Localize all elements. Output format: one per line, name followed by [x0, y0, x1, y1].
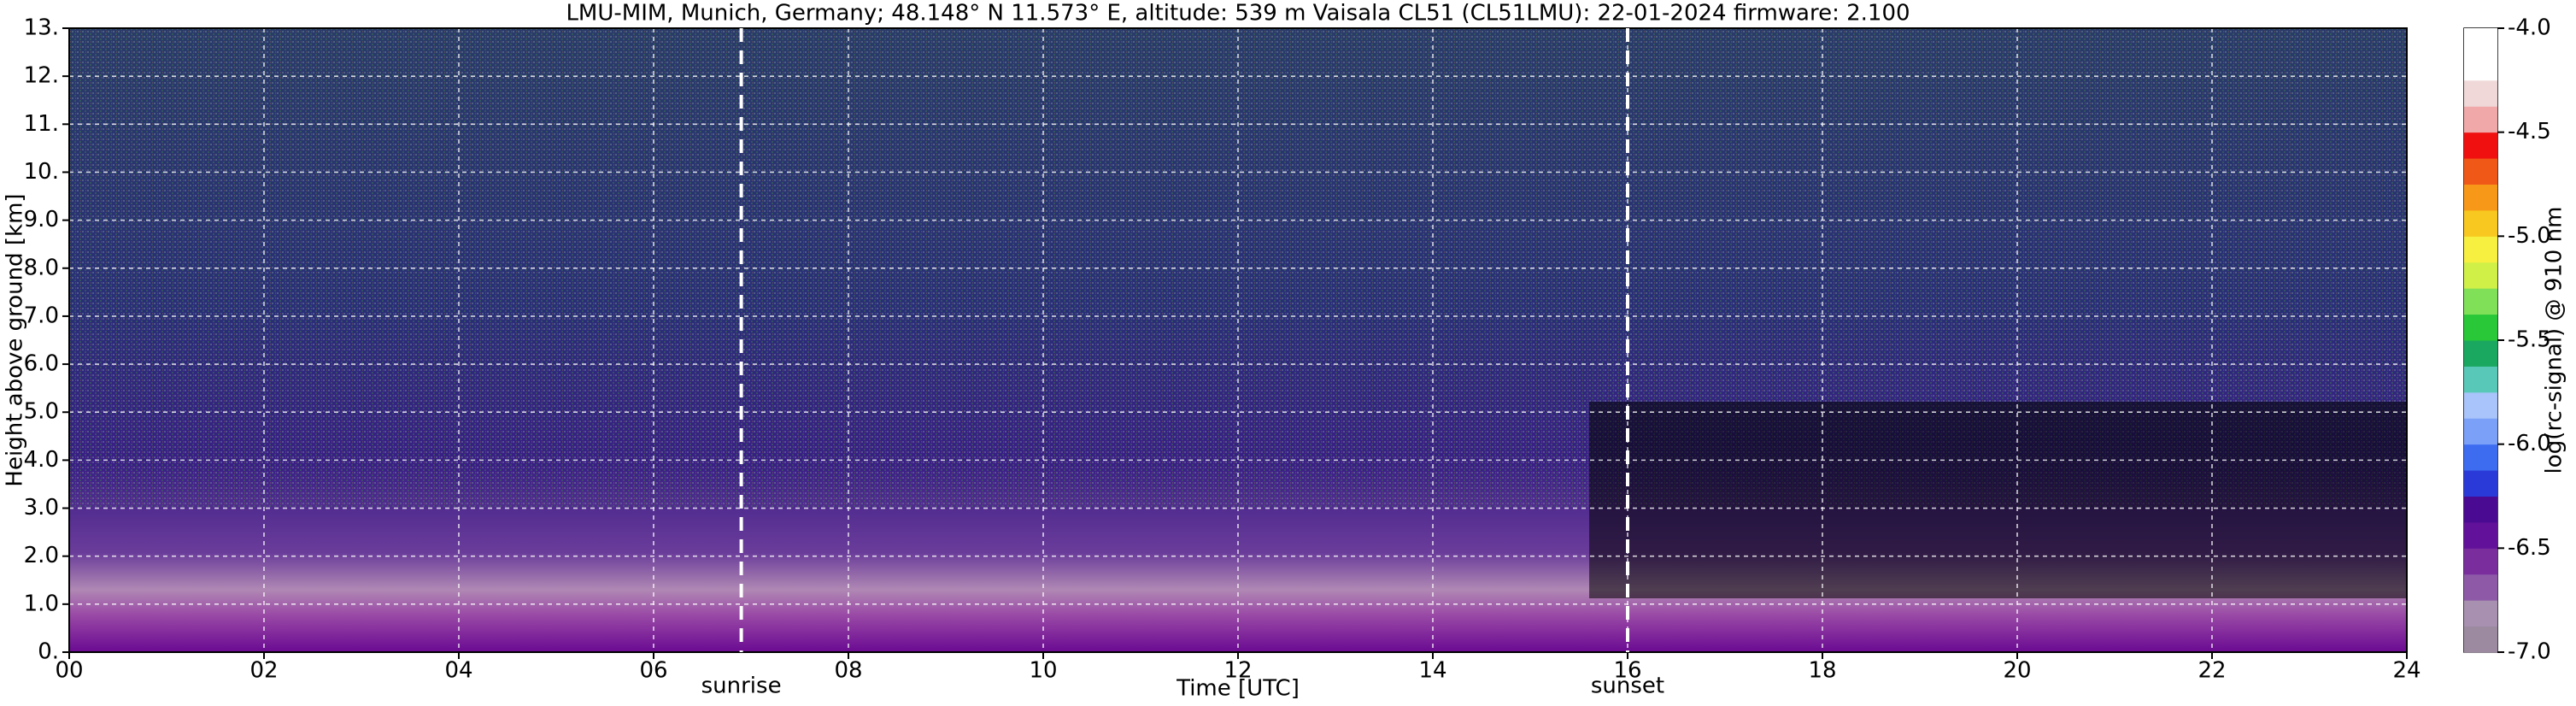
colorbar-segment: [2464, 444, 2497, 471]
x-tick-label: 16: [1613, 658, 1641, 684]
colorbar-label: log(rc-signal) @ 910 nm: [2542, 207, 2567, 474]
y-tick-label: 2.0: [24, 543, 59, 568]
y-tick-label: 4.0: [24, 447, 59, 473]
y-tick-label: 0.: [38, 639, 59, 665]
colorbar-segment: [2464, 418, 2497, 445]
colorbar-segment: [2464, 209, 2497, 237]
colorbar-segment: [2464, 158, 2497, 185]
y-tick-label: 6.0: [24, 351, 59, 377]
x-tick-label: 06: [639, 658, 667, 684]
colorbar-segment: [2464, 391, 2497, 419]
annotation-label: sunset: [1591, 674, 1664, 699]
chart-title: LMU-MIM, Munich, Germany; 48.148° N 11.5…: [566, 1, 1910, 26]
y-tick-label: 12.: [24, 63, 59, 89]
y-tick-label: 11.: [24, 111, 59, 137]
colorbar-tick-label: -5.0: [2508, 223, 2551, 249]
y-axis-label: Height above ground [km]: [3, 193, 28, 486]
colorbar-tick-label: -6.5: [2508, 535, 2551, 561]
x-tick-label: 24: [2392, 658, 2421, 684]
x-tick-label: 18: [1808, 658, 1836, 684]
colorbar-segment: [2464, 132, 2497, 159]
colorbar-segment: [2464, 106, 2497, 133]
colorbar-segment: [2464, 236, 2497, 263]
colorbar-segment: [2464, 574, 2497, 601]
colorbar-segment: [2464, 366, 2497, 393]
annotation-label: sunrise: [701, 674, 782, 699]
x-tick-label: 12: [1223, 658, 1252, 684]
colorbar-tick-label: -5.5: [2508, 327, 2551, 353]
y-tick-label: 1.0: [24, 591, 59, 616]
colorbar-segment: [2464, 521, 2497, 549]
colorbar-segment: [2464, 54, 2497, 81]
colorbar-segment: [2464, 288, 2497, 315]
y-tick-label: 5.0: [24, 399, 59, 425]
colorbar-segment: [2464, 470, 2497, 497]
y-tick-label: 8.0: [24, 255, 59, 280]
colorbar-tick-label: -4.0: [2508, 15, 2551, 41]
colorbar-segment: [2464, 548, 2497, 575]
colorbar-tick-label: -7.0: [2508, 639, 2551, 665]
colorbar-segment: [2464, 184, 2497, 211]
colorbar-segment: [2464, 262, 2497, 289]
y-tick-label: 7.0: [24, 303, 59, 328]
colorbar-segment: [2464, 79, 2497, 107]
y-tick-label: 10.: [24, 159, 59, 185]
y-tick-label: 13.: [24, 15, 59, 41]
colorbar-segment: [2464, 626, 2497, 653]
colorbar-segment: [2464, 340, 2497, 367]
x-axis-label: Time [UTC]: [1176, 676, 1300, 702]
colorbar-segment: [2464, 28, 2497, 55]
dark-region: [1589, 402, 2407, 598]
colorbar-segment: [2464, 600, 2497, 627]
x-tick-label: 02: [249, 658, 278, 684]
x-tick-label: 00: [55, 658, 83, 684]
x-tick-label: 22: [2198, 658, 2226, 684]
colorbar-tick-label: -6.0: [2508, 431, 2551, 456]
y-tick-label: 3.0: [24, 495, 59, 521]
colorbar-segment: [2464, 314, 2497, 341]
x-tick-label: 10: [1029, 658, 1057, 684]
x-tick-label: 04: [444, 658, 472, 684]
y-tick-label: 9.0: [24, 207, 59, 232]
x-tick-label: 20: [2003, 658, 2031, 684]
x-tick-label: 14: [1418, 658, 1446, 684]
x-tick-label: 08: [834, 658, 862, 684]
colorbar-tick-label: -4.5: [2508, 119, 2551, 144]
colorbar-segment: [2464, 496, 2497, 523]
